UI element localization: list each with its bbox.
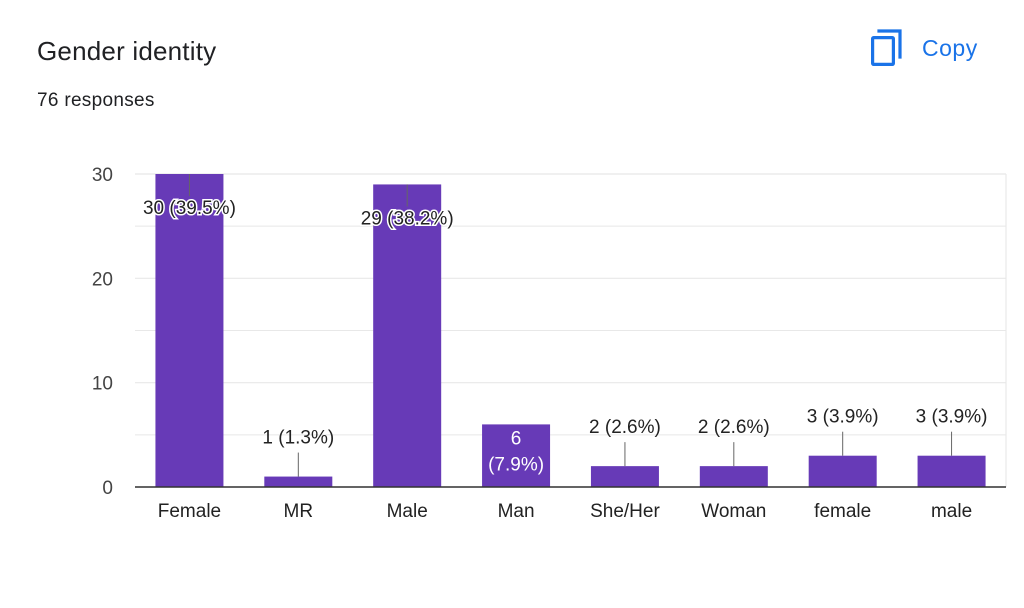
data-label: 2 (2.6%)	[589, 417, 661, 438]
data-label: 30 (39.5%)	[143, 198, 236, 219]
x-tick-label: Woman	[701, 501, 766, 522]
bar	[373, 184, 442, 487]
data-label: 29 (38.2%)	[361, 208, 454, 229]
bar	[155, 174, 224, 487]
bar	[917, 455, 986, 487]
bar	[264, 476, 333, 487]
x-tick-label: She/Her	[590, 501, 660, 522]
data-label: 6	[511, 428, 522, 449]
bar	[808, 455, 877, 487]
copy-label: Copy	[922, 34, 978, 61]
x-tick-label: MR	[284, 501, 314, 522]
chart-title: Gender identity	[37, 36, 217, 66]
x-tick-label: Male	[387, 501, 428, 522]
x-tick-label: male	[931, 501, 972, 522]
bar	[699, 466, 768, 487]
y-tick-label: 20	[92, 269, 113, 290]
x-tick-label: Female	[158, 501, 221, 522]
copy-icon	[870, 29, 902, 66]
y-tick-label: 0	[102, 478, 113, 499]
data-label: 3 (3.9%)	[916, 407, 988, 428]
response-count: 76 responses	[37, 90, 155, 111]
data-label: 2 (2.6%)	[698, 417, 770, 438]
x-tick-label: Man	[498, 501, 535, 522]
data-label: 1 (1.3%)	[262, 428, 334, 449]
copy-button[interactable]: Copy	[862, 26, 986, 70]
data-label: 3 (3.9%)	[807, 407, 879, 428]
data-label: (7.9%)	[488, 454, 544, 475]
bar	[482, 424, 551, 487]
y-tick-label: 30	[92, 165, 113, 186]
y-tick-label: 10	[92, 374, 113, 395]
x-tick-label: female	[814, 501, 871, 522]
bar	[590, 466, 659, 487]
